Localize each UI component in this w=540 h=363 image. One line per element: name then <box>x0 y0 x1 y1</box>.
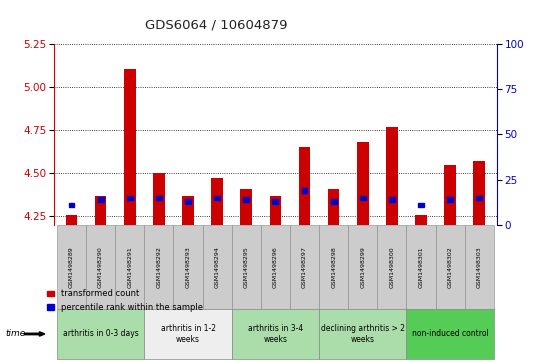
Bar <box>302 188 307 193</box>
Text: arthritis in 3-4
weeks: arthritis in 3-4 weeks <box>248 324 303 344</box>
Bar <box>330 199 336 204</box>
Text: GSM1498297: GSM1498297 <box>302 246 307 288</box>
Text: non-induced control: non-induced control <box>412 330 489 338</box>
Bar <box>69 203 75 207</box>
Bar <box>66 215 77 225</box>
Bar <box>269 196 281 225</box>
Bar <box>328 189 340 225</box>
Bar <box>444 164 456 225</box>
Bar <box>156 196 162 200</box>
Bar <box>124 69 136 225</box>
Text: arthritis in 0-3 days: arthritis in 0-3 days <box>63 330 138 338</box>
Text: GSM1498294: GSM1498294 <box>214 246 220 288</box>
Text: GSM1498301: GSM1498301 <box>418 246 423 287</box>
Text: GSM1498295: GSM1498295 <box>244 246 249 288</box>
Bar <box>389 197 395 202</box>
Bar <box>360 196 366 200</box>
Bar <box>153 173 165 225</box>
Text: GSM1498290: GSM1498290 <box>98 246 103 288</box>
Bar <box>244 197 249 202</box>
Text: GSM1498302: GSM1498302 <box>448 246 453 288</box>
Text: GSM1498298: GSM1498298 <box>331 246 336 288</box>
Text: GSM1498303: GSM1498303 <box>477 246 482 288</box>
Text: GSM1498291: GSM1498291 <box>127 246 132 288</box>
Bar <box>95 196 106 225</box>
Bar <box>98 197 104 202</box>
Text: GSM1498293: GSM1498293 <box>186 246 191 288</box>
Text: arthritis in 1-2
weeks: arthritis in 1-2 weeks <box>160 324 215 344</box>
Bar <box>357 142 369 225</box>
Bar <box>418 203 424 207</box>
Bar <box>182 196 194 225</box>
Legend: transformed count, percentile rank within the sample: transformed count, percentile rank withi… <box>48 289 202 312</box>
Bar <box>273 199 278 204</box>
Text: GSM1498296: GSM1498296 <box>273 246 278 288</box>
Bar <box>127 196 133 200</box>
Bar <box>447 197 453 202</box>
Bar <box>474 161 485 225</box>
Bar <box>415 215 427 225</box>
Text: time: time <box>5 330 26 338</box>
Text: GSM1498289: GSM1498289 <box>69 246 74 288</box>
Text: GSM1498300: GSM1498300 <box>389 246 394 287</box>
Bar <box>299 147 310 225</box>
Bar <box>211 178 223 225</box>
Bar <box>476 196 482 200</box>
Bar <box>214 196 220 200</box>
Text: GDS6064 / 10604879: GDS6064 / 10604879 <box>145 18 287 31</box>
Text: GSM1498292: GSM1498292 <box>157 246 161 288</box>
Bar <box>185 199 191 204</box>
Bar <box>240 189 252 225</box>
Text: declining arthritis > 2
weeks: declining arthritis > 2 weeks <box>321 324 405 344</box>
Text: GSM1498299: GSM1498299 <box>360 246 365 288</box>
Bar <box>386 127 398 225</box>
